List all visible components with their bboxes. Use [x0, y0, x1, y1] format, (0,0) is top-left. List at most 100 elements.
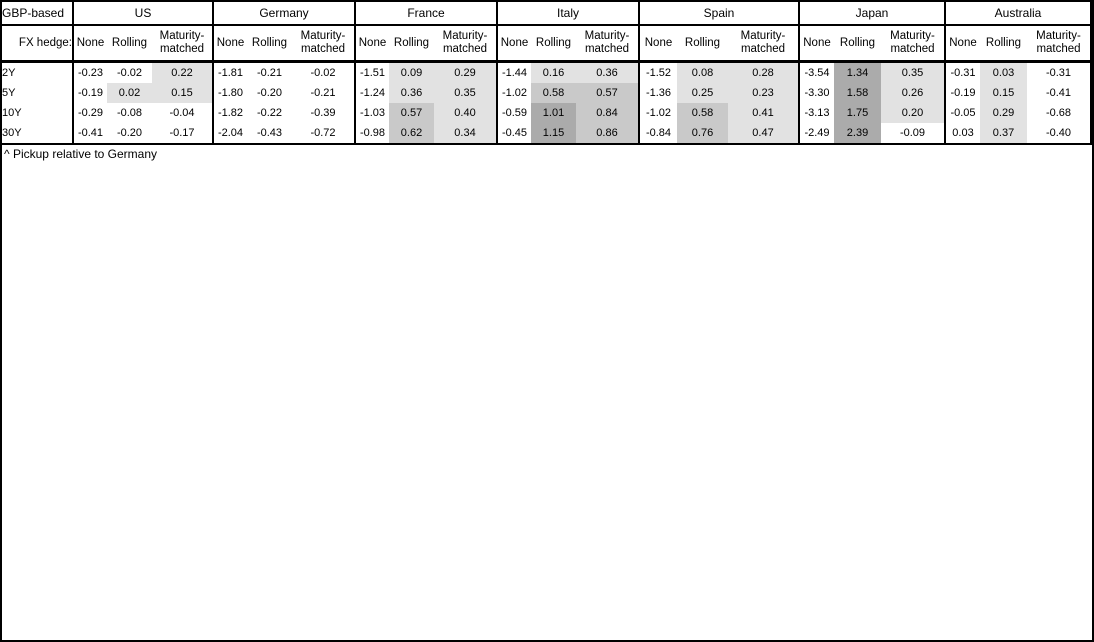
- data-cell: -0.68: [1045, 107, 1072, 119]
- data-cell: -0.41: [1045, 87, 1072, 99]
- data-cell: -3.30: [798, 83, 834, 103]
- data-cell: -0.31: [944, 61, 980, 83]
- column-header: None: [72, 25, 107, 63]
- data-cell: -1.24: [354, 83, 389, 103]
- country-header-label: Spain: [703, 6, 735, 20]
- data-cell: 0.62: [389, 123, 434, 144]
- data-cell: 0.08: [677, 61, 728, 83]
- country-header: US: [72, 1, 213, 26]
- column-header: Maturity-matched: [728, 25, 799, 63]
- data-cell: 0.23: [728, 83, 799, 103]
- column-header: None: [354, 25, 389, 63]
- country-header: Italy: [496, 1, 639, 26]
- column-header: Rolling: [107, 25, 152, 63]
- data-cell: -1.03: [354, 103, 389, 123]
- data-cell: -0.39: [310, 107, 336, 119]
- data-cell: 1.58: [834, 83, 881, 103]
- data-cell: 0.84: [576, 103, 639, 123]
- table-row: 30Y -0.41 -0.20 -0.17 -2.04 -0.43 -0.72 -0.98 0.…: [1, 123, 1091, 144]
- country-header: Australia: [944, 1, 1091, 26]
- country-header: Spain: [638, 1, 799, 26]
- data-cell: -1.82: [212, 103, 247, 123]
- data-cell: 0.36: [576, 61, 639, 83]
- data-cell: -1.51: [354, 61, 389, 83]
- country-header-label: Japan: [855, 6, 889, 20]
- data-cell: 0.35: [434, 83, 497, 103]
- table-row: 10Y -0.29 -0.08 -0.04 -1.82 -0.22 -0.39 -1.03 0.…: [1, 103, 1091, 123]
- data-cell: -0.21: [310, 87, 336, 99]
- data-cell: 0.36: [389, 83, 434, 103]
- column-header: Rolling: [980, 25, 1027, 63]
- data-cell: -1.44: [496, 61, 531, 83]
- column-header: Maturity-matched: [292, 25, 355, 63]
- column-header: Rolling: [834, 25, 881, 63]
- data-cell: -0.43: [256, 127, 283, 139]
- data-cell: 0.41: [728, 103, 799, 123]
- data-cell: -0.98: [354, 123, 389, 144]
- data-cell: 0.58: [677, 103, 728, 123]
- country-header-label: Australia: [994, 6, 1042, 20]
- country-header: Germany: [212, 1, 355, 26]
- data-cell: 0.26: [881, 83, 945, 103]
- column-header: None: [496, 25, 531, 63]
- data-cell: 0.29: [434, 61, 497, 83]
- data-cell: -0.17: [169, 127, 195, 139]
- data-cell: 1.15: [531, 123, 576, 144]
- column-header: Maturity-matched: [1027, 25, 1091, 63]
- data-cell: 0.16: [531, 61, 576, 83]
- data-cell: 0.02: [107, 83, 152, 103]
- column-header: Rolling: [389, 25, 434, 63]
- data-cell: -0.20: [116, 127, 143, 139]
- column-header: Maturity-matched: [434, 25, 497, 63]
- data-cell: -0.02: [310, 67, 336, 79]
- country-header-label: France: [407, 6, 445, 20]
- data-cell: -0.05: [944, 103, 980, 123]
- data-cell: 0.22: [152, 61, 213, 83]
- data-cell: 0.37: [980, 123, 1027, 144]
- footnote: ^ Pickup relative to Germany: [4, 147, 158, 161]
- data-cell: -0.04: [169, 107, 195, 119]
- data-cell: -0.22: [256, 107, 283, 119]
- data-cell: 0.20: [881, 103, 945, 123]
- tenor-label: 10Y: [2, 107, 22, 119]
- data-cell: 0.35: [881, 61, 945, 83]
- column-header: None: [944, 25, 980, 63]
- data-cell: 0.28: [728, 61, 799, 83]
- data-cell: -1.02: [496, 83, 531, 103]
- table-gbp-based: GBP-based US Germany France Italy Spain Japan A…: [0, 0, 1092, 145]
- column-header: Maturity-matched: [576, 25, 639, 63]
- data-cell: -1.02: [638, 103, 677, 123]
- country-header-label: US: [134, 6, 152, 20]
- data-cell: -1.81: [212, 61, 247, 83]
- data-cell: 0.03: [944, 123, 980, 144]
- table-row: 5Y -0.19 0.02 0.15 -1.80 -0.20 -0.21 -1.24 0.36 0…: [1, 83, 1091, 103]
- data-cell: 0.09: [389, 61, 434, 83]
- tenor-label: 2Y: [2, 67, 16, 79]
- data-cell: -1.36: [638, 83, 677, 103]
- data-cell: -0.20: [256, 87, 283, 99]
- data-cell: 0.57: [389, 103, 434, 123]
- base-label: GBP-based: [1, 1, 73, 26]
- data-cell: 0.15: [152, 83, 213, 103]
- data-cell: 0.29: [980, 103, 1027, 123]
- data-cell: 1.75: [834, 103, 881, 123]
- data-cell: -0.72: [310, 127, 336, 139]
- data-cell: 2.39: [834, 123, 881, 144]
- data-cell: -1.52: [638, 61, 677, 83]
- data-cell: -0.21: [256, 67, 283, 79]
- data-cell: -0.08: [116, 107, 143, 119]
- data-cell: -0.59: [496, 103, 531, 123]
- column-header: None: [638, 25, 677, 63]
- country-header-label: Italy: [556, 6, 579, 20]
- data-cell: -0.23: [72, 61, 107, 83]
- data-cell: -2.04: [212, 123, 247, 144]
- column-header: None: [212, 25, 247, 63]
- column-header: Maturity-matched: [881, 25, 945, 63]
- column-header: Maturity-matched: [152, 25, 213, 63]
- fx-hedge-label: FX hedge:: [1, 25, 73, 63]
- data-cell: 0.03: [980, 61, 1027, 83]
- column-header: None: [798, 25, 834, 63]
- data-cell: 1.01: [531, 103, 576, 123]
- data-cell: 1.34: [834, 61, 881, 83]
